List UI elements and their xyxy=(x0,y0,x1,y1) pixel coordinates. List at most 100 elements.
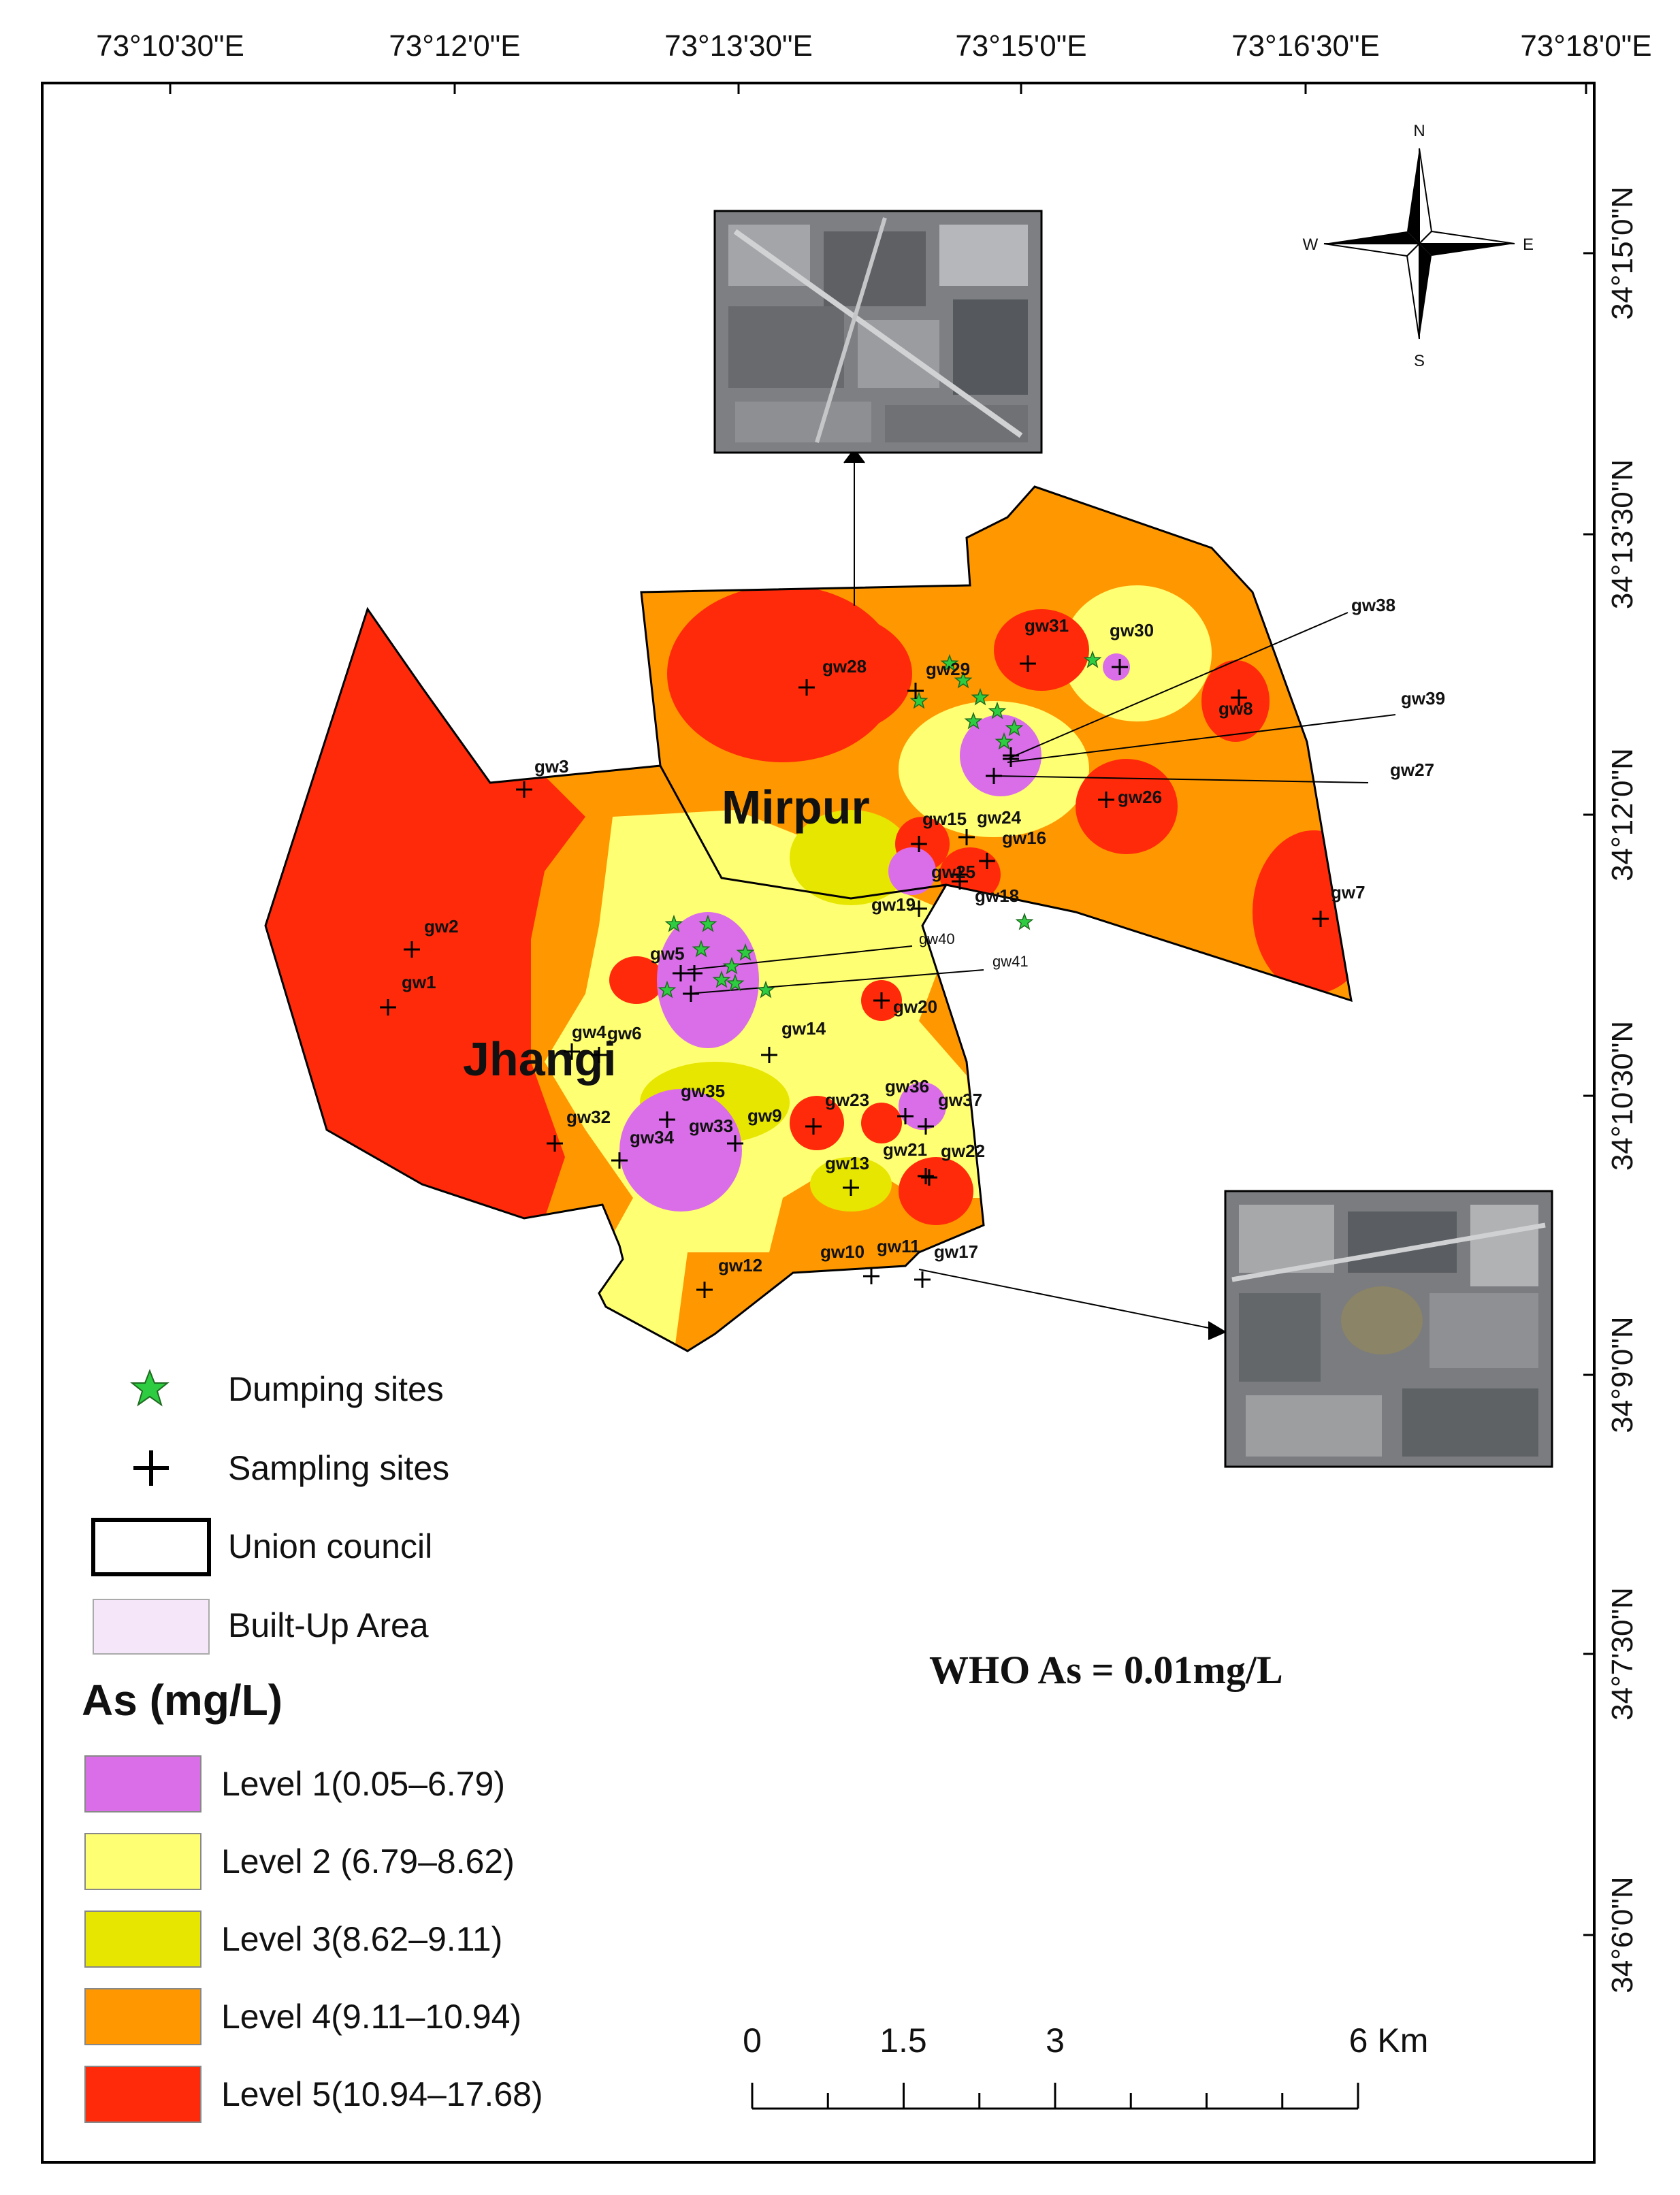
level5-zone xyxy=(994,609,1089,691)
legend-dumping-label: Dumping sites xyxy=(228,1370,444,1408)
lat-label: 34°13'30"N xyxy=(1606,459,1639,609)
legend-union-swatch xyxy=(91,1518,211,1576)
well-label: gw7 xyxy=(1331,882,1366,903)
well-label: gw1 xyxy=(402,972,436,992)
sampling-site-cross-icon xyxy=(911,900,927,917)
cross-icon xyxy=(133,1450,169,1486)
well-label: gw9 xyxy=(747,1105,782,1126)
sampling-site-cross-icon xyxy=(516,781,532,798)
level1-zone xyxy=(619,1089,742,1212)
well-label: gw15 xyxy=(922,809,967,829)
legend-sampling-label: Sampling sites xyxy=(228,1449,449,1487)
level1-zone xyxy=(960,715,1041,796)
legend-level-swatch xyxy=(84,1911,201,1968)
latitude-labels: 34°15'0"N 34°13'30"N 34°12'0"N 34°10'30"… xyxy=(1606,186,1639,1994)
well-label: gw39 xyxy=(1401,688,1445,709)
dumping-site-star-icon xyxy=(658,980,677,998)
well-label: gw40 xyxy=(919,930,955,947)
scale-tick-label: 1.5 xyxy=(879,2021,927,2060)
compass-n: N xyxy=(1413,122,1425,140)
level5-zone xyxy=(861,1103,902,1143)
well-label: gw14 xyxy=(781,1018,826,1039)
well-label: gw25 xyxy=(931,862,975,882)
lon-label: 73°10'30"E xyxy=(96,29,244,63)
dumping-site-star-icon xyxy=(736,943,755,961)
scale-tick-label: 0 xyxy=(743,2021,762,2060)
lat-label: 34°15'0"N xyxy=(1606,186,1639,320)
level5-zone xyxy=(609,956,664,1004)
sampling-site-cross-icon xyxy=(683,986,699,1002)
level5-zone xyxy=(790,1096,844,1150)
lon-label: 73°18'0"E xyxy=(1520,29,1651,63)
dumping-site-star-icon xyxy=(909,691,928,709)
well-label: gw20 xyxy=(893,996,937,1017)
aerial-photo-jhangi xyxy=(1224,1190,1553,1468)
well-label: gw22 xyxy=(941,1141,985,1161)
well-label: gw31 xyxy=(1024,615,1069,636)
legend-level-label: Level 3(8.62–9.11) xyxy=(221,1920,502,1958)
dumping-site-star-icon xyxy=(1083,650,1102,668)
sampling-site-cross-icon xyxy=(979,853,995,869)
sampling-site-cross-icon xyxy=(1112,659,1128,675)
legend-level-label: Level 1(0.05–6.79) xyxy=(221,1765,505,1803)
sampling-site-cross-icon xyxy=(798,679,815,696)
sampling-site-cross-icon xyxy=(918,1118,934,1135)
well-label: gw29 xyxy=(926,659,970,679)
well-label: gw26 xyxy=(1118,787,1162,807)
legend-level-swatch xyxy=(84,1988,201,2045)
sampling-site-cross-icon xyxy=(547,1135,563,1152)
level5-zone xyxy=(1201,660,1270,742)
scale-tick-label: 3 xyxy=(1046,2021,1065,2060)
sampling-site-cross-icon xyxy=(727,1135,743,1152)
level5-zone xyxy=(1076,759,1178,854)
well-label: gw21 xyxy=(883,1139,927,1160)
lat-label: 34°10'30"N xyxy=(1606,1021,1639,1171)
sampling-site-cross-icon xyxy=(659,1111,675,1128)
dumping-site-star-icon xyxy=(664,914,683,932)
well-label: gw32 xyxy=(566,1107,611,1127)
dumping-site-star-icon xyxy=(722,956,741,975)
longitude-labels: 73°10'30"E 73°12'0"E 73°13'30"E 73°15'0"… xyxy=(96,29,1652,63)
sampling-site-cross-icon xyxy=(564,1043,580,1060)
scale-bar: 0 1.5 3 6 Km xyxy=(743,2021,1428,2110)
legend: Dumping sites Sampling sites Union counc… xyxy=(82,1369,543,2123)
level1-zone xyxy=(657,912,759,1048)
sampling-site-cross-icon xyxy=(380,999,396,1015)
place-label-jhangi: Jhangi xyxy=(463,1033,617,1086)
sampling-site-cross-icon xyxy=(952,873,968,890)
dumping-site-star-icon xyxy=(756,980,775,998)
dumping-site-star-icon xyxy=(692,939,711,958)
well-label: gw17 xyxy=(934,1241,978,1262)
dumping-site-star-icon xyxy=(964,711,983,730)
lat-label: 34°7'30"N xyxy=(1606,1587,1639,1721)
well-label: gw3 xyxy=(534,756,569,777)
sampling-site-cross-icon xyxy=(863,1268,879,1284)
sampling-site-cross-icon xyxy=(907,683,924,699)
sampling-site-cross-icon xyxy=(1020,655,1036,672)
well-label: gw35 xyxy=(681,1081,725,1101)
lat-label: 34°12'0"N xyxy=(1606,748,1639,881)
dumping-site-star-icon xyxy=(698,914,717,932)
sampling-site-cross-icon xyxy=(591,1047,607,1063)
dumping-sites-layer xyxy=(658,650,1102,998)
sampling-site-cross-icon xyxy=(914,1271,931,1288)
lat-label: 34°6'0"N xyxy=(1606,1876,1639,1993)
lon-label: 73°12'0"E xyxy=(389,29,520,63)
well-label: gw18 xyxy=(975,885,1019,906)
level5-zone xyxy=(899,1157,973,1225)
dumping-site-star-icon xyxy=(971,687,990,706)
compass-e: E xyxy=(1523,235,1534,254)
well-label: gw5 xyxy=(650,943,685,964)
legend-title: As (mg/L) xyxy=(82,1676,282,1725)
star-icon xyxy=(130,1369,169,1407)
dumping-site-star-icon xyxy=(1015,912,1034,930)
who-note: WHO As = 0.01mg/L xyxy=(929,1648,1283,1692)
legend-builtup-swatch xyxy=(93,1599,210,1655)
well-label: gw2 xyxy=(424,916,459,937)
place-label-mirpur: Mirpur xyxy=(722,781,870,834)
level1-zone xyxy=(899,1082,946,1130)
legend-builtup-label: Built-Up Area xyxy=(228,1606,429,1644)
sampling-site-cross-icon xyxy=(918,1168,934,1184)
well-label: gw4 xyxy=(572,1022,607,1042)
